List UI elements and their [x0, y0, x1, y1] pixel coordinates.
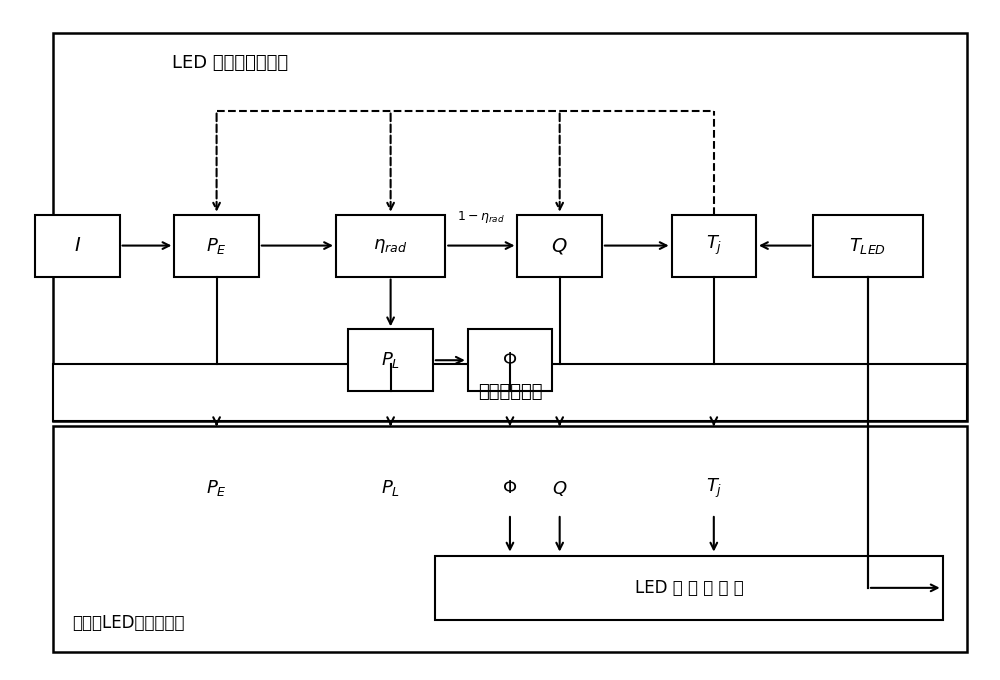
- Bar: [813, 215, 923, 277]
- Text: $\eta_{rad}$: $\eta_{rad}$: [373, 237, 408, 254]
- Text: $P_E$: $P_E$: [206, 235, 227, 256]
- Text: $Q$: $Q$: [552, 479, 567, 498]
- Text: LED 热 分 布 俷 真: LED 热 分 布 俷 真: [635, 579, 743, 597]
- Text: $T_{LED}$: $T_{LED}$: [849, 235, 886, 256]
- Text: $I$: $I$: [74, 236, 81, 255]
- Text: $Q$: $Q$: [551, 235, 568, 256]
- Bar: [348, 329, 433, 391]
- Text: $\Phi$: $\Phi$: [502, 479, 518, 497]
- Text: $P_L$: $P_L$: [381, 478, 400, 498]
- Bar: [174, 215, 259, 277]
- Bar: [336, 215, 445, 277]
- Bar: [517, 215, 602, 277]
- Bar: [53, 426, 967, 651]
- Bar: [35, 215, 120, 277]
- Text: 简化的LED光电热模型: 简化的LED光电热模型: [72, 614, 185, 632]
- Bar: [672, 215, 756, 277]
- Text: 人工神经网络: 人工神经网络: [478, 384, 542, 401]
- Text: $P_L$: $P_L$: [381, 350, 400, 370]
- Text: $T_j$: $T_j$: [706, 477, 722, 500]
- Bar: [53, 33, 967, 421]
- Bar: [435, 556, 943, 620]
- Bar: [468, 329, 552, 391]
- Text: $1-\eta_{rad}$: $1-\eta_{rad}$: [457, 209, 505, 225]
- Bar: [53, 364, 967, 421]
- Text: $T_j$: $T_j$: [706, 234, 722, 257]
- Text: LED 光电热耦合模型: LED 光电热耦合模型: [172, 54, 288, 73]
- Text: $\Phi$: $\Phi$: [502, 352, 518, 369]
- Text: $P_E$: $P_E$: [206, 478, 227, 498]
